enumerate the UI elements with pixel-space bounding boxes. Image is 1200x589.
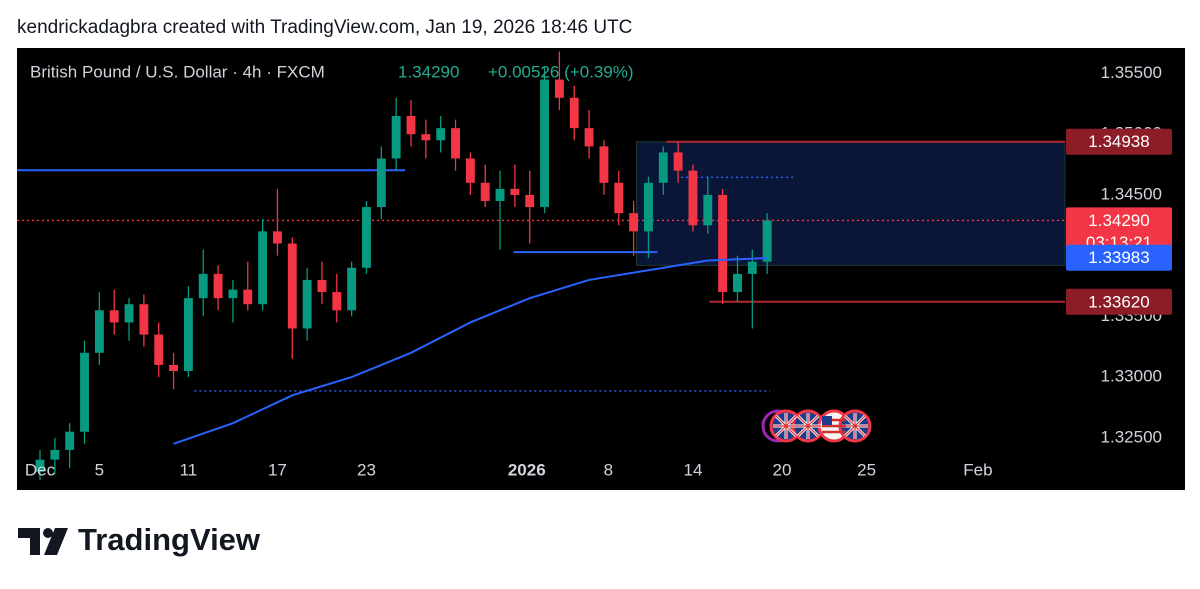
event-icons <box>761 409 872 443</box>
credit: kendrickadagbra created with TradingView… <box>17 17 632 38</box>
candle-body <box>510 188 520 195</box>
x-tick-label: 14 <box>684 460 703 479</box>
candle-body <box>495 188 505 201</box>
candle-body <box>658 152 668 183</box>
y-tick-label: 1.33000 <box>1101 367 1162 386</box>
candle-body <box>376 158 386 208</box>
candle-body <box>65 431 75 450</box>
brand-logo: TradingView <box>18 522 261 557</box>
candle-body <box>465 158 475 183</box>
price-label-box <box>1066 207 1172 254</box>
x-tick-label: 2026 <box>508 460 546 479</box>
candle-body <box>243 289 253 305</box>
candle-body <box>35 459 45 472</box>
candle-body <box>614 182 624 214</box>
candle-body <box>50 449 60 460</box>
candle-body <box>762 220 772 262</box>
candle-body <box>436 128 446 141</box>
candle-body <box>747 261 757 274</box>
price-label: 1.33983 <box>1088 248 1149 267</box>
symbol: British Pound / U.S. Dollar · 4h · FXCM <box>30 62 325 81</box>
candle-body <box>688 170 698 226</box>
candle-body <box>287 243 297 329</box>
candle-body <box>599 146 609 183</box>
candle-body <box>169 364 179 371</box>
price-label: 1.34938 <box>1088 132 1149 151</box>
candle-body <box>228 289 238 299</box>
candle-body <box>733 273 742 293</box>
change: +0.00526 (+0.39%) <box>488 62 634 81</box>
candle-body <box>80 352 89 432</box>
candle-body <box>332 292 342 311</box>
candle-body <box>258 231 268 305</box>
candle-body <box>718 194 728 293</box>
candle-body <box>540 79 550 208</box>
price-label: 1.33620 <box>1088 292 1149 311</box>
candle-body <box>302 279 312 329</box>
brand: TradingView <box>78 522 261 557</box>
candle-body <box>629 213 639 232</box>
candle-body <box>421 134 431 141</box>
plot: 1.355001.350001.345001.335001.330001.325… <box>17 51 1162 490</box>
y-tick-label: 1.35500 <box>1101 63 1162 82</box>
price-label: 1.34290 <box>1088 211 1149 230</box>
y-tick-label: 1.32500 <box>1101 427 1162 446</box>
y-tick-label: 1.34500 <box>1101 184 1162 203</box>
moving-average <box>173 257 768 445</box>
candle-body <box>347 267 357 311</box>
candle-body <box>317 279 327 293</box>
price-label-box <box>1066 244 1172 271</box>
x-tick-label: 17 <box>268 460 287 479</box>
price-label-box <box>1066 288 1172 315</box>
candle-body <box>480 182 490 201</box>
candle-body <box>139 304 149 335</box>
x-tick-label: 20 <box>773 460 792 479</box>
candle-body <box>154 334 164 365</box>
candle-body <box>703 194 713 226</box>
candle-body <box>391 116 401 159</box>
x-tick-label: 5 <box>95 460 104 479</box>
candle-body <box>362 207 371 268</box>
overlay: British Pound / U.S. Dollar · 4h · FXCM … <box>30 62 1172 443</box>
x-tick-label: Dec <box>25 460 56 479</box>
candle-body <box>584 128 594 147</box>
candle-body <box>525 194 535 208</box>
x-tick-label: 11 <box>180 460 198 479</box>
candle-body <box>272 231 282 244</box>
candle-body <box>183 298 193 371</box>
x-tick-label: 8 <box>604 460 613 479</box>
candle-body <box>109 310 119 323</box>
candle-body <box>124 304 134 323</box>
candle-body <box>406 116 416 135</box>
x-tick-label: Feb <box>963 460 992 479</box>
candle-body <box>213 273 223 299</box>
x-tick-label: 23 <box>357 460 376 479</box>
price-label-box <box>1066 128 1172 155</box>
candle-body <box>94 310 104 353</box>
zone <box>636 141 1066 266</box>
candle-body <box>673 152 683 171</box>
candle-body <box>198 273 208 299</box>
candle-body <box>451 128 460 159</box>
chart-panel <box>17 48 1185 490</box>
last-price: 1.34290 <box>398 62 459 81</box>
candle-body <box>569 97 579 129</box>
candle-body <box>554 79 564 98</box>
x-tick-label: 25 <box>857 460 876 479</box>
candle-body <box>643 182 653 232</box>
